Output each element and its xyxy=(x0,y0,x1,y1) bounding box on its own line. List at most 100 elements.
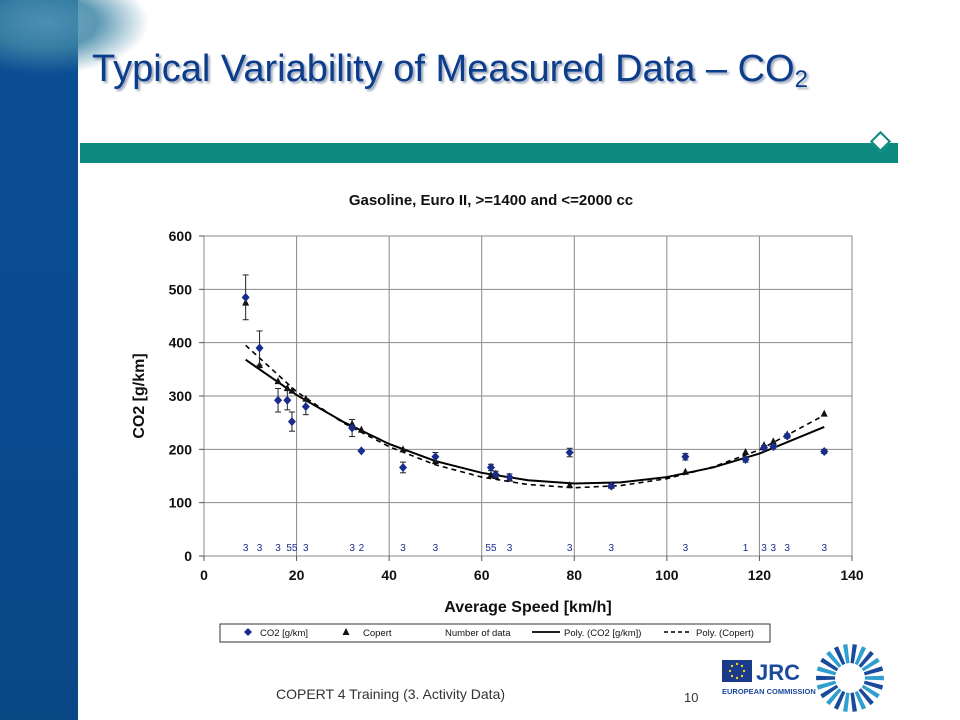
y-tick-label: 500 xyxy=(169,281,193,297)
copert-point xyxy=(566,481,574,489)
legend-box xyxy=(219,623,771,643)
sunburst-ray xyxy=(843,644,850,664)
x-tick-label: 80 xyxy=(566,567,582,583)
number-of-data-label: 3 xyxy=(243,543,249,554)
jrc-wordmark: JRC xyxy=(756,660,800,685)
y-tick-label: 600 xyxy=(169,228,193,244)
grid-lines xyxy=(204,236,852,556)
y-tick-label: 0 xyxy=(184,548,192,564)
legend-count-label: Number of data xyxy=(445,628,511,639)
sunburst-ray xyxy=(858,688,874,706)
co2-point xyxy=(301,402,310,412)
slide-title: Typical Variability of Measured Data – C… xyxy=(92,48,808,93)
number-of-data-label: 3 xyxy=(349,543,355,554)
number-of-data-label: 3 xyxy=(683,543,689,554)
copert-point xyxy=(487,470,495,478)
eu-stars-icon xyxy=(728,662,746,680)
x-tick-label: 0 xyxy=(200,567,208,583)
legend-poly-co2-label: Poly. (CO2 [g/km]) xyxy=(564,628,641,639)
footer-course-title: COPERT 4 Training (3. Activity Data) xyxy=(276,686,506,702)
number-of-data-label: 2 xyxy=(359,543,365,554)
copert-point xyxy=(357,425,365,433)
copert-point xyxy=(274,377,282,385)
sunburst-ray xyxy=(833,690,846,710)
number-of-data-labels: 3 3 3 55 3 3 2 3 3 55 3 3 3 3 1 3 3 3 3 xyxy=(243,543,828,554)
copert-point xyxy=(681,467,689,475)
number-of-data-label: 3 xyxy=(400,543,406,554)
sunburst-ray xyxy=(820,684,839,699)
co2-point xyxy=(565,448,574,458)
number-of-data-label: 55 xyxy=(286,543,298,554)
sunburst-ray xyxy=(863,680,884,690)
y-axis-label: CO2 [g/km] xyxy=(131,353,148,438)
copert-point xyxy=(399,445,407,453)
sunburst-ray xyxy=(816,675,836,681)
co2-point xyxy=(505,472,514,482)
sunburst-ray xyxy=(826,688,842,706)
co2-point xyxy=(741,454,750,464)
legend-copert-marker xyxy=(342,628,350,635)
x-tick-label: 120 xyxy=(748,567,772,583)
co2-point xyxy=(287,417,296,427)
sunburst-ray xyxy=(826,650,842,668)
jrc-ec-logo: JRC EUROPEAN COMMISSION xyxy=(722,644,884,712)
eu-flag-icon xyxy=(722,660,752,682)
y-tick-label: 100 xyxy=(169,495,193,511)
legend-copert-label: Copert xyxy=(363,628,392,639)
co2-point xyxy=(283,395,292,405)
co2-speed-chart: Gasoline, Euro II, >=1400 and <=2000 cc … xyxy=(108,178,876,648)
sunburst-ray xyxy=(833,646,846,666)
chart-title: Gasoline, Euro II, >=1400 and <=2000 cc xyxy=(349,192,633,209)
co2-point xyxy=(348,423,357,433)
number-of-data-label: 3 xyxy=(275,543,281,554)
sunburst-ray xyxy=(861,684,880,699)
number-of-data-label: 3 xyxy=(784,543,790,554)
number-of-data-label: 3 xyxy=(303,543,309,554)
co2-point xyxy=(681,452,690,462)
sunburst-ray xyxy=(854,646,867,666)
copert-point xyxy=(283,384,291,391)
copert-point xyxy=(769,437,777,445)
sunburst-ray xyxy=(858,650,874,668)
copert-point xyxy=(288,386,296,394)
sunburst-ray xyxy=(816,666,837,676)
y-tick-label: 300 xyxy=(169,388,193,404)
y-tick-label: 200 xyxy=(169,441,193,457)
co2-point xyxy=(357,446,366,456)
title-divider-bar xyxy=(80,143,898,163)
sunburst-ray xyxy=(864,675,884,681)
legend-co2-label: CO2 [g/km] xyxy=(260,628,308,639)
sunburst-ray xyxy=(816,680,837,690)
number-of-data-label: 3 xyxy=(507,543,513,554)
corner-leaf-artwork xyxy=(0,0,150,75)
co2-point xyxy=(491,469,500,479)
polynomial-fit-lines xyxy=(245,344,825,489)
number-of-data-label: 3 xyxy=(821,543,827,554)
co2-point xyxy=(760,443,769,453)
co2-measured-points xyxy=(241,274,829,491)
x-tick-label: 40 xyxy=(381,567,397,583)
sunburst-ray xyxy=(850,644,857,664)
co2-point xyxy=(431,452,440,462)
sunburst-ray xyxy=(861,657,880,672)
co2-point xyxy=(399,462,408,472)
number-of-data-label: 3 xyxy=(567,543,573,554)
sunburst-ray xyxy=(850,692,857,712)
x-axis-label: Average Speed [km/h] xyxy=(444,599,611,616)
number-of-data-label: 3 xyxy=(771,543,777,554)
number-of-data-label: 3 xyxy=(433,543,439,554)
legend-co2-marker xyxy=(244,628,252,636)
number-of-data-label: 55 xyxy=(485,543,497,554)
number-of-data-label: 1 xyxy=(743,543,749,554)
left-decorative-band xyxy=(0,0,78,720)
jrc-sunburst-icon xyxy=(816,644,884,712)
sunburst-ray xyxy=(843,692,850,712)
co2-point xyxy=(783,431,792,441)
x-tick-label: 140 xyxy=(840,567,864,583)
legend-poly-copert-label: Poly. (Copert) xyxy=(696,628,754,639)
co2-point xyxy=(820,446,829,456)
poly-copert-fit-line xyxy=(245,344,825,489)
x-tick-label: 20 xyxy=(289,567,305,583)
ec-wordmark: EUROPEAN COMMISSION xyxy=(722,687,816,696)
number-of-data-label: 3 xyxy=(609,543,615,554)
